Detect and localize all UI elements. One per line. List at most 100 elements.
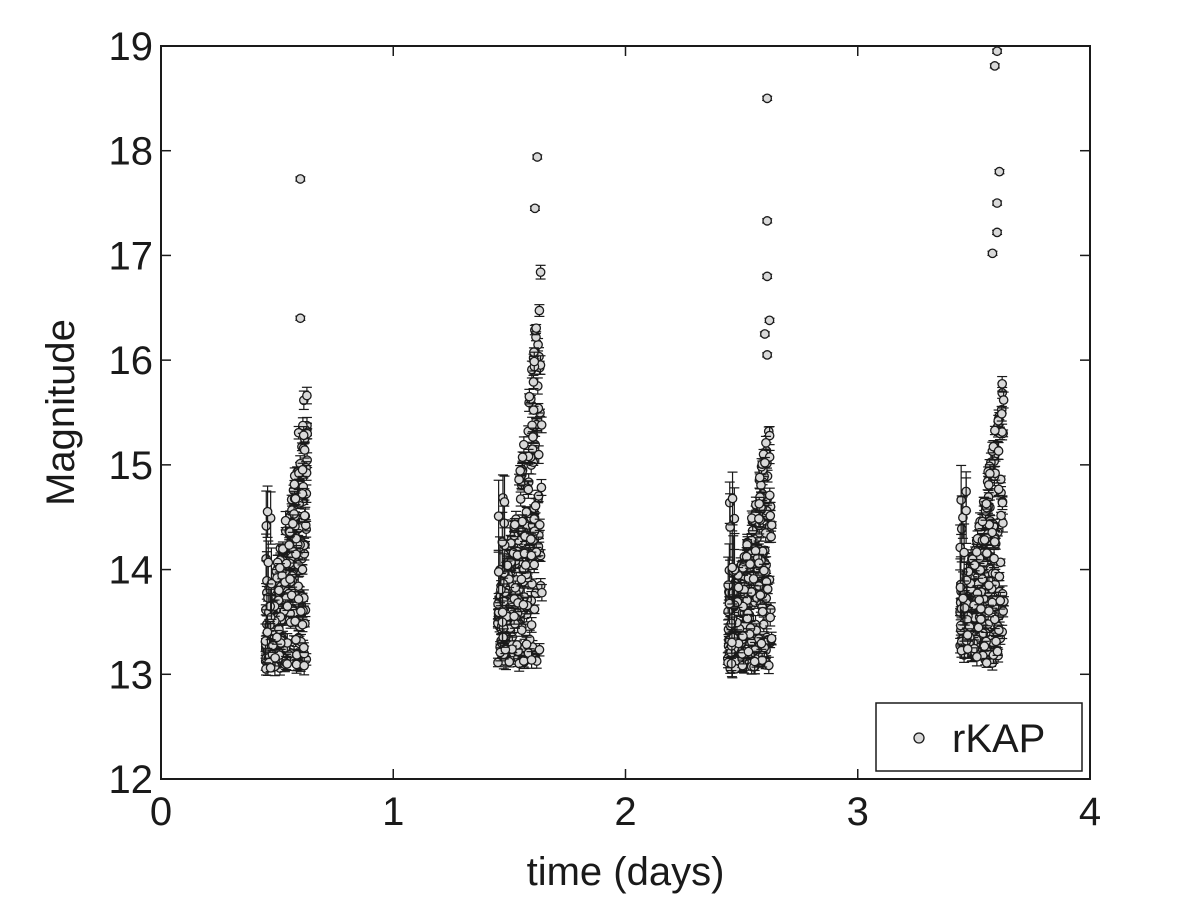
data-point bbox=[526, 651, 537, 669]
data-point bbox=[992, 646, 1003, 657]
data-point bbox=[754, 496, 765, 511]
data-point bbox=[299, 441, 310, 459]
data-point bbox=[989, 61, 1000, 71]
data-point bbox=[993, 441, 1004, 461]
data-point bbox=[536, 416, 547, 434]
data-point bbox=[995, 591, 1006, 610]
data-point bbox=[748, 571, 759, 586]
data-point bbox=[983, 604, 994, 618]
data-point bbox=[282, 656, 293, 672]
data-point bbox=[534, 643, 545, 657]
data-point bbox=[290, 492, 301, 506]
data-point bbox=[532, 152, 543, 162]
data-point bbox=[997, 375, 1008, 392]
y-tick-label: 19 bbox=[109, 25, 154, 69]
y-axis-label: Magnitude bbox=[39, 319, 83, 506]
data-point bbox=[969, 558, 980, 572]
data-point bbox=[762, 350, 773, 360]
data-point bbox=[727, 471, 738, 526]
data-point bbox=[762, 216, 773, 226]
data-point bbox=[989, 536, 1000, 547]
data-point bbox=[534, 304, 545, 317]
y-tick-label: 16 bbox=[109, 339, 154, 383]
data-point bbox=[535, 264, 546, 280]
data-point bbox=[525, 533, 536, 546]
data-point bbox=[295, 313, 306, 324]
data-point bbox=[289, 479, 300, 490]
data-point bbox=[295, 174, 306, 184]
legend-box bbox=[875, 702, 1083, 772]
data-point bbox=[536, 583, 547, 602]
data-point bbox=[534, 518, 545, 531]
data-point bbox=[989, 548, 1000, 569]
legend: rKAP bbox=[875, 702, 1083, 772]
data-point bbox=[998, 391, 1009, 409]
data-point bbox=[515, 491, 526, 507]
data-point bbox=[285, 570, 296, 589]
y-tick-label: 14 bbox=[109, 549, 154, 593]
data-point bbox=[979, 640, 990, 652]
data-point bbox=[521, 506, 532, 519]
data-point bbox=[287, 514, 298, 533]
x-tick-label: 2 bbox=[614, 790, 636, 834]
data-point bbox=[262, 615, 273, 649]
legend-label: rKAP bbox=[952, 717, 1045, 761]
data-point bbox=[274, 562, 285, 573]
data-point bbox=[759, 456, 770, 469]
data-point bbox=[971, 543, 982, 561]
data-point bbox=[750, 546, 761, 556]
data-point bbox=[759, 329, 770, 339]
data-point bbox=[993, 482, 1004, 497]
data-point bbox=[992, 227, 1003, 238]
data-point bbox=[974, 594, 985, 606]
data-point bbox=[518, 654, 529, 668]
data-point bbox=[749, 651, 760, 672]
data-point bbox=[994, 571, 1005, 582]
data-point bbox=[962, 628, 973, 642]
data-point bbox=[515, 464, 526, 477]
data-point bbox=[516, 572, 527, 587]
y-tick-label: 18 bbox=[109, 130, 154, 174]
data-point bbox=[759, 563, 770, 578]
data-point bbox=[298, 426, 309, 445]
data-point bbox=[297, 462, 308, 478]
data-point bbox=[281, 556, 292, 571]
data-point bbox=[964, 621, 975, 632]
data-point bbox=[280, 577, 291, 588]
data-point bbox=[994, 166, 1005, 177]
data-point bbox=[743, 644, 754, 659]
data-point bbox=[989, 425, 1000, 436]
data-point bbox=[766, 530, 777, 543]
data-point bbox=[293, 590, 304, 608]
data-point bbox=[726, 607, 737, 678]
data-point bbox=[273, 585, 284, 596]
data-point bbox=[983, 476, 994, 494]
x-tick-label: 3 bbox=[847, 790, 869, 834]
data-point bbox=[987, 248, 998, 259]
data-point bbox=[733, 578, 744, 597]
data-point bbox=[760, 435, 771, 450]
data-point bbox=[992, 46, 1003, 57]
data-point bbox=[301, 386, 312, 405]
data-point bbox=[509, 607, 520, 625]
data-point bbox=[764, 487, 775, 504]
data-point bbox=[981, 497, 992, 510]
data-point bbox=[979, 533, 990, 547]
data-point bbox=[284, 537, 295, 554]
x-tick-label: 4 bbox=[1079, 790, 1101, 834]
data-point bbox=[757, 606, 768, 617]
data-point bbox=[528, 405, 539, 415]
y-tick-label: 17 bbox=[109, 234, 154, 278]
data-point bbox=[262, 485, 273, 538]
data-point bbox=[507, 644, 518, 655]
data-point bbox=[299, 508, 310, 523]
data-point bbox=[765, 509, 776, 522]
data-point bbox=[961, 477, 972, 545]
data-point bbox=[996, 510, 1007, 521]
data-point bbox=[536, 478, 547, 497]
data-point bbox=[297, 564, 308, 575]
data-point bbox=[286, 588, 297, 602]
data-point bbox=[971, 647, 982, 667]
data-points bbox=[260, 46, 1009, 679]
